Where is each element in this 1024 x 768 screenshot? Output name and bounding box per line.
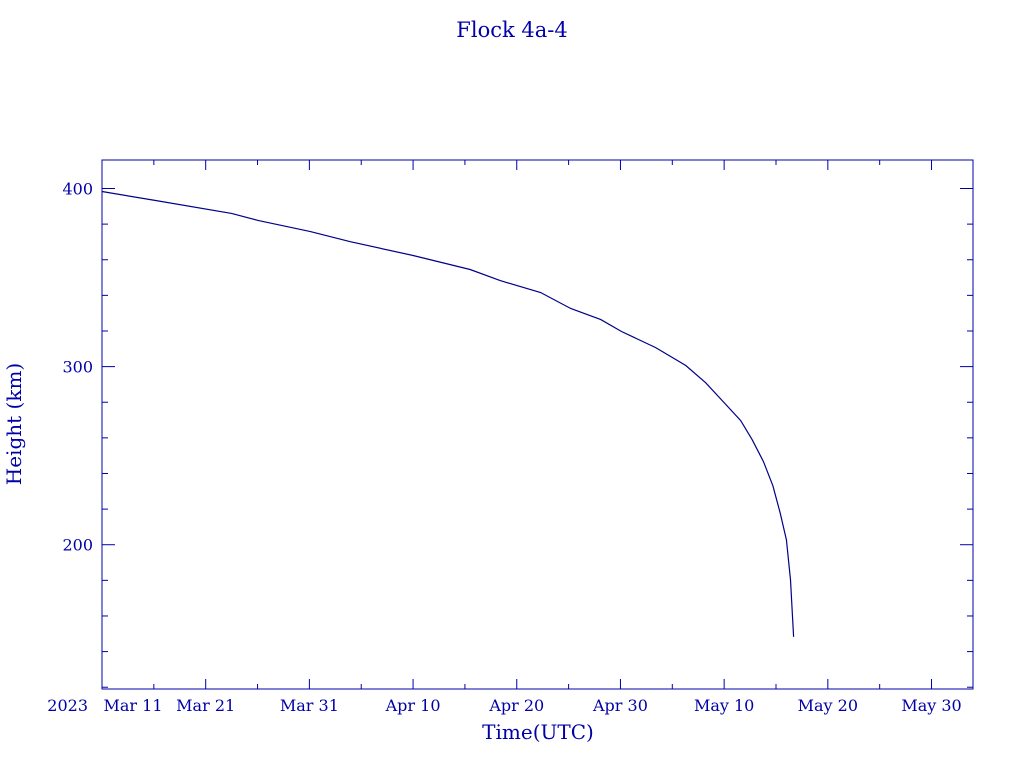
series-line-height [101,190,795,637]
x-tick-label: May 30 [901,696,961,715]
x-tick-label: Apr 10 [385,696,441,715]
x-year-label: 2023 [47,696,88,715]
x-tick-label: May 10 [694,696,754,715]
y-axis-label: Height (km) [2,363,26,485]
x-tick-label: May 20 [798,696,858,715]
y-tick-label: 300 [62,358,93,377]
plot-frame [101,159,974,690]
x-tick-label: Apr 20 [488,696,544,715]
x-tick-label: Apr 30 [592,696,648,715]
x-axis-label: Time(UTC) [482,720,594,744]
x-tick-label: Mar 31 [280,696,339,715]
y-tick-label: 200 [62,536,93,555]
chart-title: Flock 4a-4 [456,18,567,42]
x-tick-labels: Mar 11 Mar 21 Mar 31 Apr 10 Apr 20 Apr 30 May … [103,696,961,715]
axis-ticks [101,160,973,689]
x-tick-label: Mar 21 [176,696,235,715]
y-tick-label: 400 [62,179,93,198]
y-tick-labels: 200 300 400 [62,179,93,554]
x-tick-label: Mar 11 [103,696,162,715]
